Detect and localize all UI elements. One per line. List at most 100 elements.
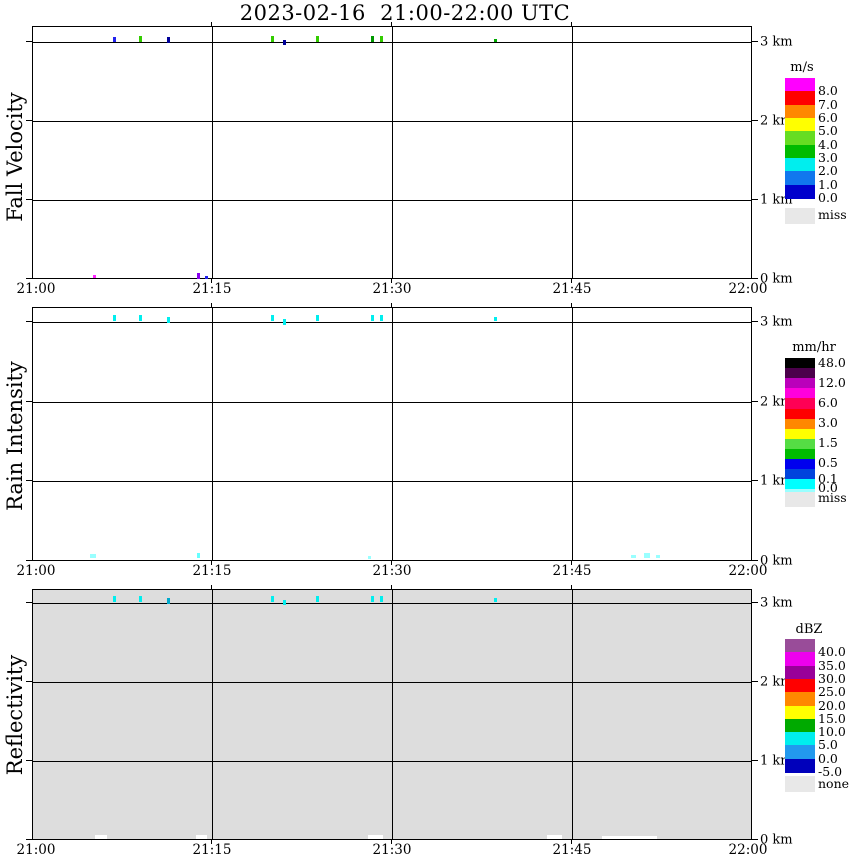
reflectivity-data-mark [380,596,383,602]
tick-top [391,585,392,589]
reflectivity-data-mark [316,596,319,602]
legend-missing-label: miss [818,489,847,505]
tick-right [752,839,758,840]
tick-top [571,22,572,26]
y-axis-label: 0 km [760,553,793,569]
legend-color-block [785,732,815,747]
tick-right [752,120,758,121]
rain-intensity-data-mark [656,555,660,558]
y-axis-label: 3 km [760,34,793,50]
reflectivity-data-mark [494,598,497,602]
tick-left [26,681,32,682]
tick-top [391,303,392,307]
gridline-vertical [212,27,213,278]
legend-label: 5.0 [818,736,838,752]
fall-velocity-axis-title: Fall Velocity [3,92,27,222]
fall-velocity-legend-title: m/s [790,60,814,75]
gridline-vertical [212,308,213,560]
rain-intensity-data-mark [197,553,200,558]
legend-label: 6.0 [818,394,838,410]
reflectivity-data-mark [602,836,657,839]
tick-left [26,120,32,121]
gridline-vertical [392,27,393,278]
fall-velocity-plot-area [32,26,752,279]
tick-left [26,480,32,481]
x-axis-label: 21:15 [192,563,232,579]
legend-label: 20.0 [818,697,846,713]
reflectivity-data-mark [167,598,170,604]
fall-velocity-data-mark [380,36,383,42]
y-axis-label: 3 km [760,595,793,611]
tick-left [26,839,32,840]
rain-intensity-data-mark [283,319,286,325]
rain-intensity-axis-title: Rain Intensity [3,361,27,511]
tick-right [752,602,758,603]
legend-color-block [785,398,815,410]
gridline-vertical [392,590,393,839]
gridline-vertical [572,27,573,278]
fall-velocity-data-mark [283,40,286,45]
tick-right [752,560,758,561]
x-axis-label: 22:00 [728,281,768,297]
x-axis-label: 22:00 [728,842,768,858]
y-axis-label: 0 km [760,832,793,848]
tick-left [26,760,32,761]
legend-label: 7.0 [818,96,838,112]
x-axis-label: 21:15 [192,842,232,858]
fall-velocity-data-mark [205,276,208,279]
legend-color-block [785,171,815,186]
legend-missing-block [785,776,815,792]
tick-top [391,22,392,26]
tick-bottom [211,840,212,844]
legend-color-block [785,718,815,733]
reflectivity-legend-title: dBZ [795,622,823,637]
legend-label: 1.5 [818,434,838,450]
legend-color-block [785,418,815,430]
fall-velocity-data-mark [93,275,96,278]
legend-color-block [785,408,815,420]
tick-bottom [391,840,392,844]
rain-intensity-data-mark [139,315,142,321]
rain-intensity-data-mark [368,556,371,559]
tick-left [26,199,32,200]
x-axis-label: 21:45 [552,281,592,297]
legend-color-block [785,678,815,693]
legend-label: 48.0 [818,354,846,370]
x-axis-label: 21:00 [16,563,56,579]
legend-color-block [785,428,815,440]
rain-intensity-data-mark [113,315,116,321]
fall-velocity-data-mark [139,36,142,42]
legend-color-block [785,705,815,720]
legend-color-block [785,469,815,480]
legend-color-block [785,78,815,93]
fall-velocity-data-mark [197,273,200,279]
legend-color-block [785,639,815,653]
legend-label: -5.0 [818,763,843,779]
tick-right [752,199,758,200]
fall-velocity-data-mark [494,39,497,42]
legend-color-block [785,665,815,680]
rain-intensity-data-mark [316,315,319,321]
figure-title: 2023-02-16 21:00-22:00 UTC [239,1,571,25]
fall-velocity-data-mark [167,37,170,43]
legend-label: 10.0 [818,723,846,739]
tick-right [752,480,758,481]
rain-intensity-plot-area [32,307,752,561]
rain-intensity-data-mark [644,553,650,558]
legend-label: 12.0 [818,374,846,390]
legend-color-block [785,652,815,667]
tick-left [26,278,32,279]
tick-bottom [391,561,392,565]
legend-color-block [785,438,815,450]
reflectivity-data-mark [547,835,562,839]
x-axis-label: 21:30 [372,563,412,579]
legend-label: 40.0 [818,643,846,659]
legend-label: 8.0 [818,82,838,98]
x-axis-label: 21:00 [16,842,56,858]
rain-intensity-legend-title: mm/hr [792,340,836,355]
x-axis-label: 21:45 [552,842,592,858]
reflectivity-data-mark [371,596,374,602]
fall-velocity-data-mark [316,36,319,42]
legend-color-block [785,158,815,173]
legend-color-block [785,758,815,773]
